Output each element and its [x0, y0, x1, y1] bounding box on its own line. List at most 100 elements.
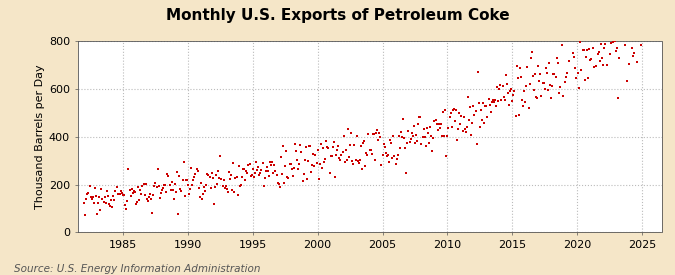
Point	[426, 134, 437, 138]
Point	[399, 136, 410, 140]
Point	[215, 154, 225, 158]
Point	[329, 175, 340, 180]
Point	[162, 172, 173, 177]
Point	[169, 197, 180, 201]
Point	[236, 183, 246, 187]
Point	[157, 188, 167, 193]
Point	[408, 134, 418, 138]
Point	[509, 89, 520, 93]
Point	[80, 213, 90, 218]
Point	[415, 115, 426, 120]
Point	[216, 177, 227, 182]
Point	[388, 134, 399, 138]
Point	[302, 158, 313, 163]
Point	[616, 22, 627, 26]
Point	[568, 55, 579, 59]
Point	[625, 33, 636, 38]
Point	[84, 184, 95, 188]
Point	[601, 5, 612, 10]
Point	[149, 184, 160, 188]
Point	[500, 73, 511, 78]
Point	[171, 170, 182, 174]
Point	[164, 183, 175, 188]
Point	[209, 185, 220, 189]
Point	[225, 177, 236, 181]
Point	[246, 172, 257, 177]
Point	[250, 160, 261, 164]
Point	[487, 100, 497, 104]
Point	[286, 166, 297, 171]
Point	[610, 39, 620, 43]
Point	[272, 181, 283, 185]
Point	[479, 121, 489, 126]
Point	[188, 178, 198, 182]
Point	[331, 153, 342, 158]
Point	[367, 131, 378, 136]
Point	[153, 166, 163, 171]
Point	[605, 41, 616, 46]
Point	[358, 140, 369, 145]
Point	[137, 184, 148, 188]
Point	[416, 142, 427, 146]
Point	[284, 162, 295, 167]
Point	[609, 23, 620, 27]
Point	[354, 158, 365, 163]
Point	[335, 158, 346, 163]
Point	[560, 80, 570, 85]
Point	[421, 144, 431, 148]
Point	[510, 114, 521, 118]
Point	[187, 183, 198, 187]
Point	[511, 64, 522, 68]
Point	[146, 197, 157, 201]
Point	[202, 172, 213, 177]
Point	[139, 193, 150, 197]
Point	[392, 156, 402, 161]
Point	[581, 48, 592, 52]
Point	[125, 194, 136, 198]
Point	[545, 83, 556, 87]
Point	[229, 190, 240, 195]
Point	[347, 159, 358, 163]
Point	[576, 68, 587, 73]
Point	[435, 122, 446, 126]
Y-axis label: Thousand Barrels per Day: Thousand Barrels per Day	[34, 65, 45, 209]
Point	[234, 184, 245, 189]
Point	[186, 166, 196, 170]
Point	[85, 195, 96, 200]
Point	[364, 147, 375, 152]
Point	[205, 186, 216, 191]
Point	[423, 131, 433, 135]
Point	[405, 137, 416, 142]
Point	[503, 91, 514, 95]
Point	[160, 183, 171, 187]
Point	[256, 168, 267, 172]
Point	[487, 98, 498, 103]
Point	[334, 156, 345, 160]
Point	[403, 129, 414, 133]
Point	[288, 166, 299, 170]
Point	[632, 3, 643, 7]
Point	[452, 138, 462, 143]
Point	[392, 152, 403, 157]
Point	[333, 144, 344, 148]
Point	[112, 192, 123, 196]
Point	[180, 178, 191, 182]
Point	[507, 99, 518, 103]
Point	[491, 104, 502, 109]
Point	[309, 164, 320, 168]
Point	[297, 179, 308, 183]
Point	[184, 192, 194, 196]
Point	[340, 148, 351, 152]
Point	[271, 172, 282, 177]
Point	[204, 175, 215, 179]
Point	[350, 158, 361, 163]
Point	[492, 85, 503, 89]
Point	[142, 199, 153, 203]
Point	[113, 192, 124, 196]
Point	[378, 142, 389, 146]
Point	[211, 173, 221, 177]
Point	[494, 87, 505, 92]
Point	[615, 31, 626, 35]
Point	[147, 211, 158, 215]
Point	[408, 124, 419, 129]
